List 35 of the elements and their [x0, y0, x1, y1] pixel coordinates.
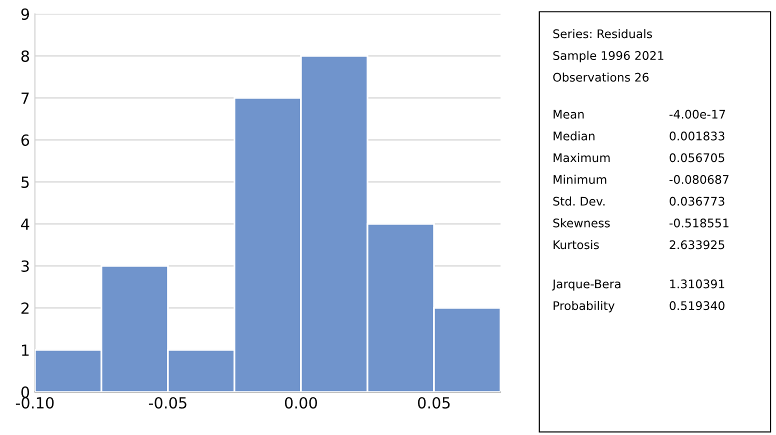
text: Std. Dev.	[553, 196, 605, 206]
text: -4.00e-17	[669, 110, 725, 119]
text: Series: Residuals	[553, 29, 652, 38]
text: Probability	[554, 300, 615, 312]
y-tick-label: 7	[22, 92, 29, 104]
text: Minimum	[554, 174, 606, 184]
text: Maximum	[554, 153, 610, 162]
text: Skewness	[553, 218, 610, 228]
text: Median	[554, 131, 594, 140]
text: Kurtosis	[554, 240, 599, 250]
text: Jarque-Bera	[552, 280, 620, 291]
y-tick-label: 0	[21, 386, 30, 398]
text: 0.519340	[670, 301, 724, 310]
y-tick-label: 5	[22, 176, 29, 188]
y-tick-label: 8	[21, 50, 30, 62]
text: Observations 26	[553, 72, 649, 82]
y-tick-label: 6	[21, 134, 30, 146]
y-tick-label: 1	[22, 344, 29, 356]
x-tick-label: -0.10	[16, 397, 54, 409]
text: Sample 1996 2021	[553, 50, 664, 62]
text: 0.001833	[670, 132, 724, 140]
x-tick-label: -0.05	[148, 397, 186, 409]
text: 0.056705	[670, 153, 724, 162]
text: 0.036773	[670, 196, 724, 206]
y-tick-label: 2	[21, 302, 29, 314]
text: 1.310391	[670, 279, 724, 288]
text: 2.633925	[670, 240, 724, 250]
text: Mean	[554, 110, 584, 119]
y-tick-label: 9	[21, 8, 29, 20]
y-tick-label: 3	[22, 260, 29, 272]
x-tick-label: 0.05	[418, 397, 450, 409]
text: -0.080687	[669, 175, 728, 184]
y-tick-label: 4	[21, 218, 30, 230]
text: -0.518551	[669, 218, 728, 228]
x-tick-label: 0.00	[284, 397, 317, 409]
